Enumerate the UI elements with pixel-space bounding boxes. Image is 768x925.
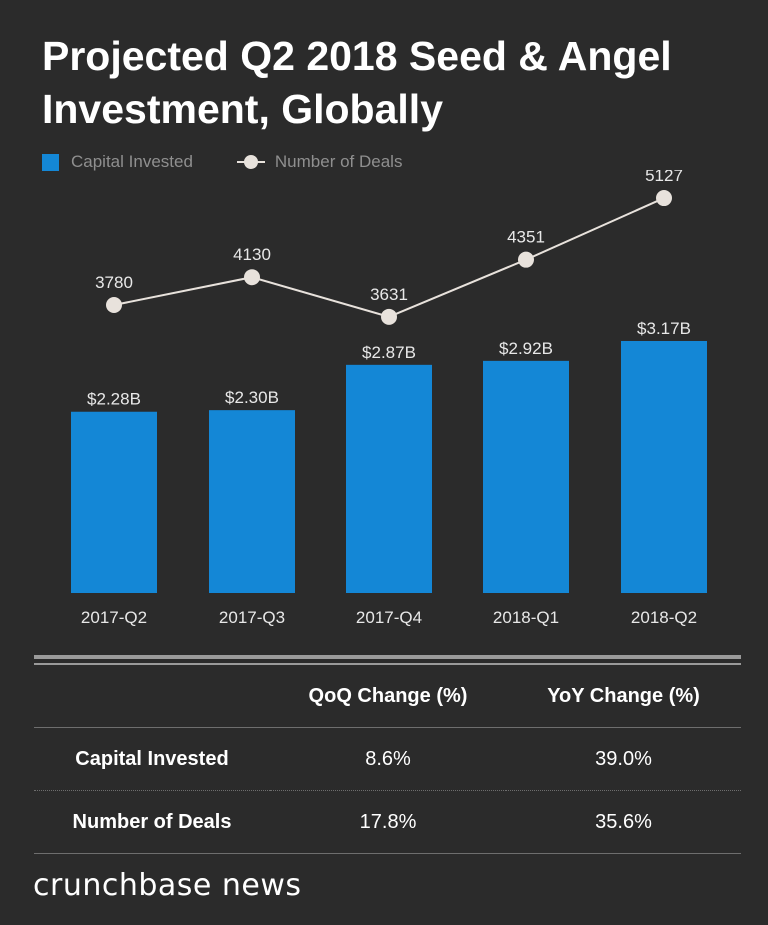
- table-header-row: QoQ Change (%) YoY Change (%): [34, 665, 741, 728]
- crunchbase-news-logo: crunchbase news: [33, 868, 302, 903]
- row-label-capital: Capital Invested: [34, 727, 270, 791]
- bar-2018-Q1: [483, 360, 569, 593]
- bar-label-2018-Q2: $3.17B: [637, 319, 691, 338]
- deals-label-2017-Q4: 3631: [370, 285, 408, 304]
- legend-bar-swatch: [42, 153, 59, 171]
- x-tick-label-2017-Q3: 2017-Q3: [219, 608, 285, 627]
- table-header-yoy: YoY Change (%): [506, 665, 741, 728]
- legend-line-swatch: [236, 155, 265, 169]
- bar-2018-Q2: [621, 340, 707, 593]
- deals-point-2018-Q2: [656, 190, 672, 207]
- x-tick-label-2017-Q4: 2017-Q4: [356, 608, 422, 627]
- bar-2017-Q4: [346, 364, 432, 593]
- legend: Capital Invested Number of Deals: [42, 150, 402, 174]
- deals-point-2017-Q2: [106, 297, 122, 313]
- deals-label-2018-Q2: 5127: [645, 170, 683, 185]
- cell-deals-qoq: 17.8%: [270, 790, 506, 854]
- deals-label-2017-Q3: 4130: [233, 245, 271, 264]
- legend-item-capital: Capital Invested: [42, 152, 193, 172]
- deals-point-2018-Q1: [518, 251, 534, 268]
- x-tick-label-2017-Q2: 2017-Q2: [81, 608, 147, 627]
- cell-deals-yoy: 35.6%: [506, 790, 741, 854]
- divider-thick: [34, 655, 741, 659]
- title-line-1: Projected Q2 2018 Seed & Angel: [42, 33, 672, 79]
- deals-label-2018-Q1: 4351: [507, 228, 545, 247]
- bar-label-2018-Q1: $2.92B: [499, 339, 553, 358]
- change-table: QoQ Change (%) YoY Change (%) Capital In…: [34, 665, 741, 854]
- bar-label-2017-Q2: $2.28B: [87, 390, 141, 409]
- x-tick-label-2018-Q1: 2018-Q1: [493, 608, 559, 627]
- table-header-empty: [34, 665, 270, 728]
- table-header-qoq: QoQ Change (%): [270, 665, 506, 728]
- legend-item-deals: Number of Deals: [236, 152, 403, 172]
- cell-capital-qoq: 8.6%: [270, 727, 506, 791]
- x-tick-label-2018-Q2: 2018-Q2: [631, 608, 697, 627]
- deals-point-2017-Q3: [244, 269, 260, 286]
- deals-point-2017-Q4: [381, 308, 397, 325]
- deals-label-2017-Q2: 3780: [95, 273, 133, 292]
- divider-thin: [34, 663, 741, 665]
- table-row: Capital Invested 8.6% 39.0%: [34, 727, 741, 791]
- bar-2017-Q2: [71, 411, 157, 593]
- bar-2017-Q3: [209, 410, 295, 593]
- table-row: Number of Deals 17.8% 35.6%: [34, 790, 741, 854]
- bar-label-2017-Q3: $2.30B: [225, 388, 279, 407]
- title-line-2: Investment, Globally: [42, 86, 443, 132]
- combo-chart: $2.28B 2017-Q2 $2.30B 2017-Q3 $2.87B 2017-Q4 $…: [71, 170, 707, 627]
- bar-label-2017-Q4: $2.87B: [362, 343, 416, 362]
- legend-label-deals: Number of Deals: [274, 152, 403, 171]
- row-label-deals: Number of Deals: [34, 790, 270, 854]
- legend-label-capital: Capital Invested: [71, 152, 193, 171]
- cell-capital-yoy: 39.0%: [506, 727, 741, 791]
- chart-title: Projected Q2 2018 Seed & Angel Investmen…: [42, 30, 742, 136]
